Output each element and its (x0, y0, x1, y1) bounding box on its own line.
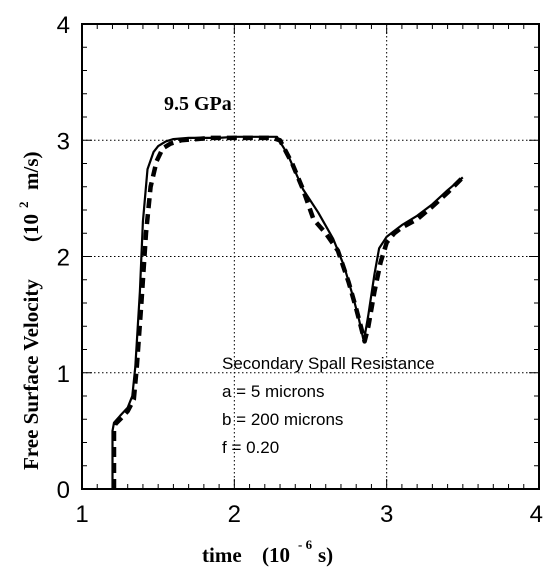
pressure-annotation: 9.5 GPa (164, 93, 232, 115)
plot-frame (81, 23, 540, 490)
y-axis-title-sup: 2 (16, 202, 31, 209)
legend-line-b: b = 200 microns (222, 410, 343, 429)
y-tick-label: 0 (57, 477, 70, 504)
x-axis-title: time (10 - 6 s) (202, 530, 333, 567)
x-axis-title-main: time (202, 543, 242, 567)
y-axis-title-close: m/s) (19, 152, 43, 191)
series-solid-line (111, 135, 464, 489)
y-axis-title-main: Free Surface Velocity (19, 279, 43, 470)
y-tick-label: 2 (57, 245, 70, 272)
legend-line-a: a = 5 microns (222, 382, 325, 401)
legend-line-f: f = 0.20 (222, 438, 279, 457)
x-axis-title-sup: - 6 (298, 537, 313, 552)
y-axis-title-open: (10 (19, 214, 43, 242)
y-tick-label: 3 (57, 128, 70, 155)
legend-title: Secondary Spall Resistance (222, 354, 435, 373)
x-tick-label: 2 (228, 501, 241, 528)
y-axis-title: Free Surface Velocity (10 2 m/s) (9, 152, 43, 471)
y-tick-label: 4 (57, 12, 70, 39)
x-axis-title-close: s) (318, 543, 333, 567)
y-tick-label: 1 (57, 361, 70, 388)
grid (82, 24, 539, 489)
x-tick-label: 3 (380, 501, 393, 528)
y-tick-labels: 0 1 2 3 4 (57, 12, 70, 504)
svg-text:Free Surface Velocity (1: Free Surface Velocity (10 2 m/s) (9, 152, 43, 471)
x-tick-label: 4 (530, 501, 543, 528)
x-tick-label: 1 (75, 501, 88, 528)
series-dashed-line (111, 135, 465, 489)
x-axis-title-open: (10 (262, 543, 290, 567)
x-tick-labels: 1 2 3 4 (75, 501, 543, 528)
series-layer (111, 135, 465, 489)
